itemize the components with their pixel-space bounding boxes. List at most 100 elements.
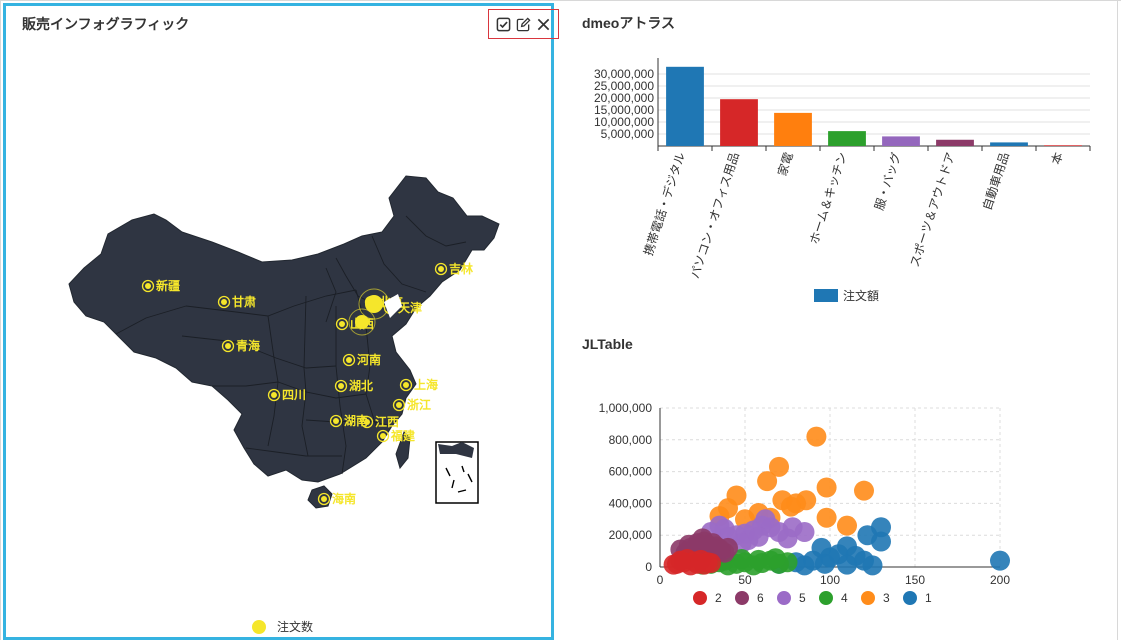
close-icon[interactable] [536,16,552,32]
scatter-point[interactable] [769,456,789,477]
map-legend-swatch[interactable] [252,620,266,634]
scatter-legend-label: 5 [799,591,806,605]
edit-icon[interactable] [515,16,531,32]
scatter-point[interactable] [862,555,883,576]
map-panel[interactable]: 販売インフォグラフィック [3,3,559,640]
bar[interactable] [720,99,758,146]
scatter-legend-swatch [777,591,791,605]
map-marker-label: 吉林 [449,261,473,276]
map-marker[interactable]: 上海 [399,377,439,392]
map-marker-ring [334,379,348,393]
scatter-chart[interactable]: 0 200,000 400,000 600,000 800,000 1,000,000 0 5… [580,395,1110,640]
scatter-point[interactable] [748,549,769,570]
map-marker-ring [217,295,231,309]
bar[interactable] [1044,145,1082,146]
scatter-point[interactable] [806,426,827,447]
scatter-x-tick-label: 0 [657,573,664,587]
scatter-legend-item[interactable]: 2 [693,591,722,605]
map-marker-label: 湖北 [349,378,373,393]
scatter-point[interactable] [757,471,778,492]
map-marker-label: 新疆 [156,278,180,293]
scatter-legend-item[interactable]: 1 [903,591,932,605]
scatter-point[interactable] [854,480,874,501]
scatter-point[interactable] [816,507,837,528]
bar-x-tick-label: スポーツ＆アウトドア [908,151,958,269]
bar-y-tick-label: 5,000,000 [601,127,655,141]
panel-toolbar [488,9,559,39]
scatter-point[interactable] [782,517,803,538]
scatter-legend-item[interactable]: 6 [735,591,764,605]
map-marker-ring [399,378,413,392]
map-legend-label: 注文数 [277,619,313,634]
map-marker[interactable]: 甘肃 [217,294,257,309]
bar-chart-title: dmeoアトラス [582,15,676,31]
scatter-y-tick-label: 600,000 [609,465,653,479]
scatter-x-tick-label: 50 [738,573,752,587]
scatter-legend-item[interactable]: 3 [861,591,890,605]
bar[interactable] [828,131,866,146]
bar[interactable] [882,136,920,146]
bar[interactable] [774,112,812,146]
scatter-series[interactable] [701,509,815,554]
scatter-legend-label: 4 [841,591,848,605]
map-marker[interactable]: 河南 [342,352,382,367]
scatter-legend-item[interactable]: 5 [777,591,806,605]
bar-chart[interactable]: 5,000,00010,000,00015,000,00020,000,0002… [580,40,1110,350]
bar[interactable] [666,66,704,146]
bar-y-tick-label: 20,000,000 [594,91,654,105]
map-marker-ring [267,388,281,402]
china-map[interactable]: 新疆甘肃青海吉林北京天津山西河南湖北上海四川浙江湖南江西福建海南 注文数 [6,6,551,637]
scatter-legend-swatch [861,591,875,605]
map-marker-ring [434,262,448,276]
scatter-x-tick-label: 100 [820,573,840,587]
scatter-series[interactable] [663,549,721,576]
map-landmass [68,175,500,483]
scatter-point[interactable] [990,550,1010,571]
scatter-point[interactable] [697,552,718,573]
bar-legend-swatch[interactable] [814,289,838,302]
province-borders [115,215,467,475]
scatter-point[interactable] [748,526,769,547]
map-marker-label: 青海 [236,338,260,353]
scatter-point[interactable] [731,549,752,570]
scatter-point[interactable] [816,477,837,498]
scatter-point[interactable] [837,515,857,536]
scatter-point[interactable] [780,496,801,517]
scatter-point[interactable] [857,525,878,546]
map-marker-label: 四川 [282,388,306,402]
scatter-point[interactable] [714,518,735,539]
map-marker-label: 上海 [414,377,438,392]
map-marker[interactable]: 福建 [376,428,417,443]
bar-x-tick-label: 自動車用品 [980,151,1012,212]
scatter-point[interactable] [765,548,786,569]
map-hotspot-shape [384,294,402,318]
scatter-y-tick-label: 800,000 [609,433,653,447]
map-marker-dot [403,382,409,388]
scatter-point[interactable] [663,554,684,575]
window-left-edge [0,0,1,640]
map-marker[interactable]: 湖北 [334,378,374,393]
map-marker[interactable]: 江西 [360,414,400,429]
map-marker[interactable]: 海南 [317,491,357,506]
bar-y-tick-label: 25,000,000 [594,79,654,93]
map-marker-dot [321,496,327,502]
map-marker-ring [392,398,406,412]
map-marker[interactable]: 四川 [267,388,307,402]
check-square-icon[interactable] [495,16,511,32]
scatter-legend-item[interactable]: 4 [819,591,848,605]
map-marker-ring [376,429,390,443]
scatter-series[interactable] [709,426,875,536]
map-hotspot[interactable] [348,288,402,336]
map-marker[interactable]: 吉林 [434,261,474,276]
bar[interactable] [990,142,1028,146]
bar[interactable] [936,139,974,146]
map-marker[interactable]: 青海 [221,338,261,353]
scatter-point[interactable] [814,553,835,574]
scatter-point[interactable] [755,509,776,530]
scatter-point[interactable] [794,555,815,576]
scatter-point[interactable] [837,554,857,575]
map-marker[interactable]: 新疆 [141,278,181,293]
map-marker[interactable]: 浙江 [392,397,432,412]
bar-chart-y-ticks: 5,000,00010,000,00015,000,00020,000,0002… [594,67,654,141]
bar-chart-bars [666,66,1082,146]
